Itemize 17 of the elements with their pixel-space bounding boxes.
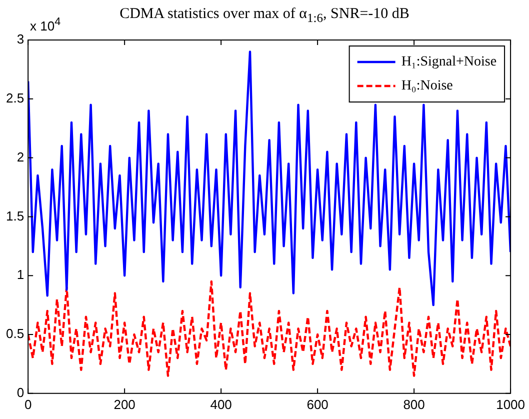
x-tick-label: 200 bbox=[114, 396, 136, 412]
line-series bbox=[28, 280, 511, 377]
y-tick-label: 1.5 bbox=[6, 208, 24, 224]
y-tick-label: 1 bbox=[16, 267, 24, 282]
y-tick-label: 3 bbox=[16, 32, 24, 47]
x-tick-label: 800 bbox=[403, 396, 425, 412]
chart-title: CDMA statistics over max of α$_{1:6}$, SNR=-10 dB bbox=[120, 6, 410, 25]
y-tick-label: 0.5 bbox=[6, 326, 24, 342]
y-tick-label: 2 bbox=[16, 149, 24, 164]
x-tick-label: 1000 bbox=[496, 396, 525, 412]
y-tick-label: 0 bbox=[16, 384, 24, 400]
y-tick-label: 2.5 bbox=[6, 90, 24, 106]
legend-label: H₁:Signal+Noise bbox=[401, 54, 497, 70]
text: x 10$^{4}$ bbox=[30, 16, 61, 34]
legend-label: H₀:Noise bbox=[401, 78, 453, 94]
x-tick-label: 600 bbox=[306, 396, 328, 412]
x-tick-label: 400 bbox=[210, 396, 232, 412]
